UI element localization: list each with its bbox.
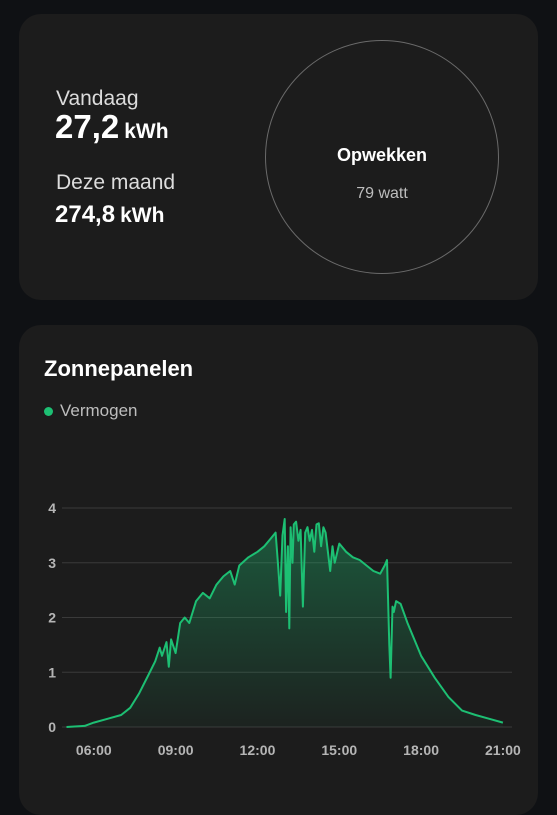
power-chart[interactable]: 0 1 2 3 4 06:00 09:00 12:00 15:00 18:00 21:00 xyxy=(19,325,538,800)
x-tick-label: 12:00 xyxy=(240,742,276,758)
current-power-gauge[interactable]: Opwekken 79 watt xyxy=(265,40,499,274)
power-value: 79 watt xyxy=(356,185,408,202)
month-value: 274,8 kWh xyxy=(55,201,164,229)
series-line[interactable] xyxy=(66,518,504,728)
x-tick-label: 09:00 xyxy=(158,742,194,758)
y-axis: 0 1 2 3 4 xyxy=(48,500,56,735)
y-tick-label: 3 xyxy=(48,555,56,571)
y-tick-label: 0 xyxy=(48,719,56,735)
x-tick-label: 18:00 xyxy=(403,742,439,758)
legend-dot-icon xyxy=(44,406,53,416)
series-area xyxy=(66,519,503,727)
month-energy-number: 274,8 xyxy=(55,201,116,228)
month-energy-unit: kWh xyxy=(120,204,165,227)
today-label: Vandaag xyxy=(56,87,139,110)
y-tick-label: 4 xyxy=(48,500,56,516)
today-energy-number: 27,2 xyxy=(55,108,120,145)
x-axis: 06:00 09:00 12:00 15:00 18:00 21:00 xyxy=(76,742,521,758)
y-tick-label: 1 xyxy=(48,664,56,680)
x-tick-label: 21:00 xyxy=(485,742,521,758)
chart-card: Zonnepanelen Vermogen 0 1 2 3 4 06:00 09:00 12… xyxy=(19,325,538,815)
today-energy-unit: kWh xyxy=(124,120,169,143)
summary-card: Vandaag 27,2 kWh Deze maand 274,8 kWh Opwe… xyxy=(19,14,538,300)
chart-legend[interactable]: Vermogen xyxy=(44,401,138,421)
chart-title: Zonnepanelen xyxy=(44,356,194,381)
month-label: Deze maand xyxy=(56,171,176,194)
power-title: Opwekken xyxy=(336,145,428,165)
x-tick-label: 06:00 xyxy=(76,742,112,758)
legend-label: Vermogen xyxy=(60,401,138,420)
series-vermogen[interactable] xyxy=(66,518,504,728)
today-value: 27,2 kWh xyxy=(55,108,169,146)
x-tick-label: 15:00 xyxy=(321,742,357,758)
y-tick-label: 2 xyxy=(48,610,56,626)
